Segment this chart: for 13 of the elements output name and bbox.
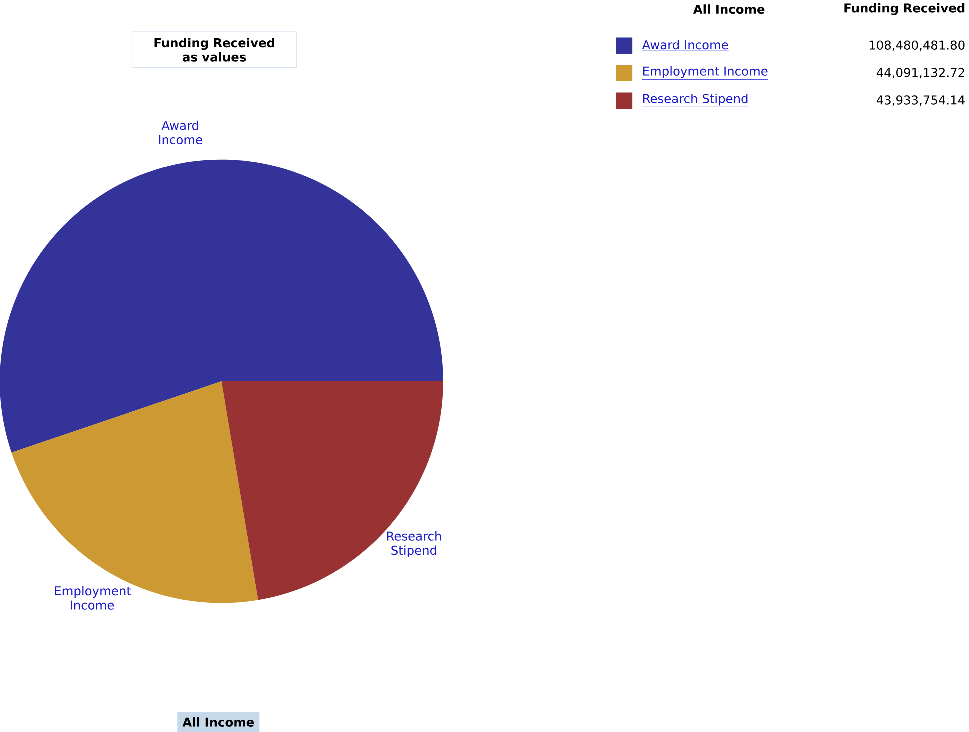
slice-label: Research Stipend xyxy=(387,531,442,558)
text: Funding Received xyxy=(844,3,965,16)
text: Funding Received as values xyxy=(154,38,274,62)
legend-title: All Income xyxy=(693,4,765,14)
legend-label: Employment Income xyxy=(643,66,768,78)
slice-label: Award Income xyxy=(159,120,202,145)
data-label: 108,480,481.80 xyxy=(870,40,965,52)
data-label: 43,933,754.14 xyxy=(876,96,965,106)
legend-label: Research Stipend xyxy=(643,94,748,106)
legend-label: Award Income xyxy=(642,40,728,50)
data-label: 44,091,132.72 xyxy=(876,68,964,79)
slice-label: Employment Income xyxy=(55,586,132,610)
text: All Income xyxy=(182,718,254,727)
